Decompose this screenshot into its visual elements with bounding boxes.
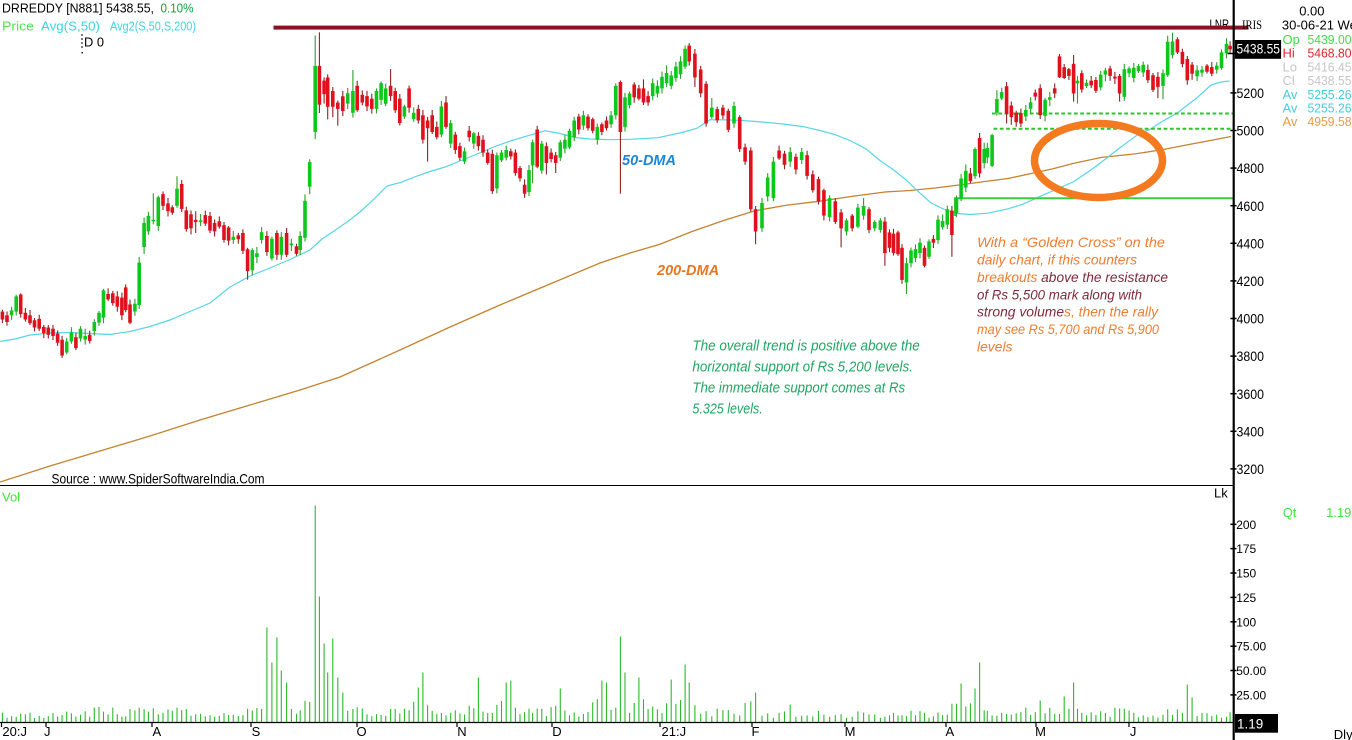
svg-text:Avg(S,50): Avg(S,50) — [41, 19, 100, 33]
svg-text:50.00: 50.00 — [1236, 664, 1266, 678]
svg-text:F: F — [752, 724, 760, 739]
svg-text:Price: Price — [2, 19, 34, 33]
svg-text:5438.55: 5438.55 — [1308, 73, 1352, 88]
svg-text:5416.45: 5416.45 — [1308, 59, 1352, 74]
svg-text:75.00: 75.00 — [1236, 640, 1266, 654]
svg-text:A: A — [945, 724, 954, 739]
svg-text:Av: Av — [1283, 87, 1298, 102]
svg-text:Vol: Vol — [2, 490, 20, 505]
svg-text:The overall trend is positive: The overall trend is positive above the — [692, 339, 919, 355]
svg-text:J: J — [1130, 724, 1137, 739]
svg-text:5255.26: 5255.26 — [1308, 87, 1352, 102]
svg-text:4959.58: 4959.58 — [1308, 114, 1352, 129]
svg-text:50-DMA: 50-DMA — [622, 153, 676, 169]
svg-text:may see Rs 5,700 and Rs 5,900: may see Rs 5,700 and Rs 5,900 — [977, 321, 1159, 337]
svg-text:A: A — [152, 724, 161, 739]
svg-text:200-DMA: 200-DMA — [656, 263, 719, 279]
svg-text:3200: 3200 — [1237, 462, 1265, 477]
svg-text:5000: 5000 — [1237, 124, 1265, 139]
svg-text:Op: Op — [1283, 32, 1300, 47]
svg-text:levels: levels — [977, 339, 1013, 355]
svg-text:5468.80: 5468.80 — [1308, 46, 1352, 61]
svg-text:4800: 4800 — [1237, 161, 1265, 176]
svg-text:1.19: 1.19 — [1237, 716, 1263, 731]
svg-text:Avg2(S,50,S,200): Avg2(S,50,S,200) — [110, 19, 196, 33]
svg-text:5439.00: 5439.00 — [1308, 32, 1352, 47]
svg-text:Lk: Lk — [1214, 486, 1228, 501]
svg-text:Cl: Cl — [1283, 73, 1295, 88]
svg-text:Hi: Hi — [1283, 46, 1295, 61]
svg-text:of Rs 5,500 mark along with: of Rs 5,500 mark along with — [977, 286, 1142, 302]
svg-text:With a “Golden Cross” on the: With a “Golden Cross” on the — [977, 234, 1165, 250]
svg-text:150: 150 — [1236, 567, 1256, 581]
svg-text:4600: 4600 — [1237, 199, 1265, 214]
svg-text:1.19: 1.19 — [1326, 505, 1351, 520]
svg-text:S: S — [252, 724, 261, 739]
svg-text:20:J: 20:J — [2, 724, 27, 739]
svg-text:Av: Av — [1283, 101, 1298, 116]
svg-text:The immediate support comes at: The immediate support comes at Rs — [692, 381, 905, 397]
svg-text:Dly: Dly — [1334, 727, 1352, 740]
svg-text:D 0: D 0 — [84, 36, 104, 50]
svg-text:Lo: Lo — [1283, 59, 1297, 74]
svg-text:200: 200 — [1236, 518, 1256, 532]
svg-text:4400: 4400 — [1237, 236, 1265, 251]
svg-text:125: 125 — [1236, 591, 1256, 605]
svg-text:horizontal support of Rs 5,200: horizontal support of Rs 5,200 levels. — [692, 360, 913, 376]
svg-text:5.325 levels.: 5.325 levels. — [692, 401, 762, 417]
svg-text:J: J — [44, 724, 51, 739]
svg-text:DRREDDY [N881] 5438.55,: DRREDDY [N881] 5438.55, — [2, 1, 154, 15]
svg-text:175: 175 — [1236, 542, 1256, 556]
svg-text:M: M — [845, 724, 856, 739]
svg-text:IRIS: IRIS — [1242, 17, 1262, 32]
svg-text:3800: 3800 — [1237, 349, 1265, 364]
svg-text:0.10%: 0.10% — [161, 1, 194, 15]
svg-text:N: N — [457, 724, 466, 739]
svg-text:M: M — [1035, 724, 1046, 739]
svg-text:Qt: Qt — [1283, 505, 1297, 520]
svg-text:5200: 5200 — [1237, 86, 1265, 101]
svg-text:daily chart, if this counters: daily chart, if this counters — [977, 252, 1137, 268]
svg-text:100: 100 — [1236, 615, 1256, 629]
svg-text:25.00: 25.00 — [1236, 688, 1266, 702]
svg-text:Av: Av — [1283, 114, 1298, 129]
svg-text:5255.26: 5255.26 — [1308, 101, 1352, 116]
svg-text:5438.55: 5438.55 — [1237, 42, 1281, 57]
svg-text:O: O — [356, 724, 366, 739]
svg-text:Source : www.SpiderSoftwareInd: Source : www.SpiderSoftwareIndia.Com — [52, 470, 265, 486]
svg-text:D: D — [552, 724, 561, 739]
svg-text:30-06-21 Wed: 30-06-21 Wed — [1282, 17, 1352, 32]
svg-text:4000: 4000 — [1237, 312, 1265, 327]
svg-text:strong volumes, then the rally: strong volumes, then the rally — [977, 304, 1159, 320]
svg-text:3400: 3400 — [1237, 424, 1265, 439]
svg-text:4200: 4200 — [1237, 274, 1265, 289]
svg-text:0.00: 0.00 — [1299, 4, 1324, 19]
svg-text:3600: 3600 — [1237, 387, 1265, 402]
svg-text:breakouts above the resistance: breakouts above the resistance — [977, 269, 1168, 285]
svg-text:21:J: 21:J — [662, 724, 687, 739]
